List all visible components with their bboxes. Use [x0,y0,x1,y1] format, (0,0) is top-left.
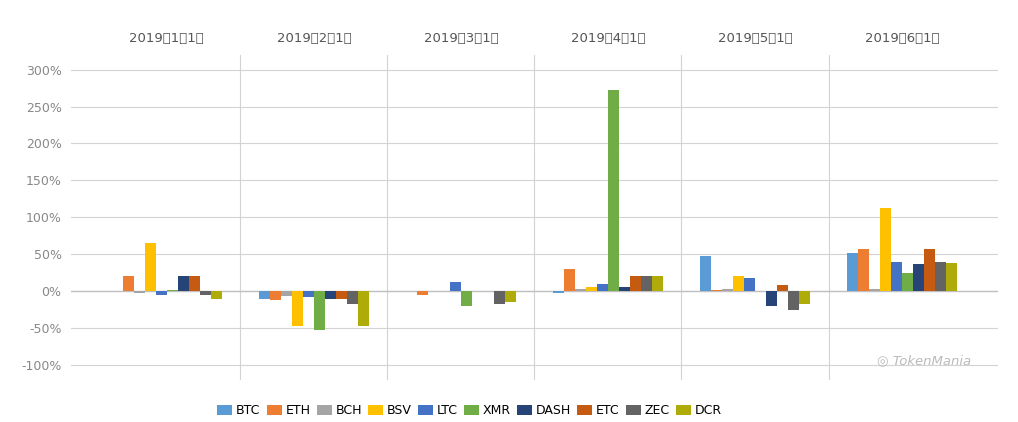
Bar [156,291,167,295]
Bar [292,291,302,326]
Bar [847,253,858,291]
Bar [553,291,564,293]
Bar [178,276,189,291]
Bar [133,291,145,293]
Bar [450,281,461,291]
Bar [211,291,222,299]
Bar [505,291,516,302]
Bar [145,243,156,291]
Bar [924,249,936,291]
Bar [336,291,347,299]
Bar [733,276,744,291]
Bar [189,276,200,291]
Bar [936,262,946,291]
Bar [891,262,902,291]
Bar [744,278,755,291]
Bar [325,291,336,299]
Bar [586,287,597,291]
Bar [608,89,619,291]
Bar [858,249,869,291]
Bar [597,284,608,291]
Bar [711,289,722,291]
Bar [630,276,641,291]
Bar [880,208,891,291]
Bar [788,291,799,310]
Bar [869,289,880,291]
Bar [946,263,957,291]
Bar [347,291,358,305]
Bar [575,289,586,291]
Bar [766,291,777,306]
Bar [200,291,211,295]
Bar [700,257,711,291]
Bar [619,287,630,291]
Bar [358,291,369,326]
Bar [653,276,663,291]
Bar [303,291,314,297]
Bar [494,291,505,305]
Text: ◎ TokenMania: ◎ TokenMania [878,354,971,367]
Legend: BTC, ETH, BCH, BSV, LTC, XMR, DASH, ETC, ZEC, DCR: BTC, ETH, BCH, BSV, LTC, XMR, DASH, ETC,… [212,399,727,422]
Bar [259,291,270,299]
Bar [123,276,133,291]
Bar [281,291,292,296]
Bar [416,291,428,295]
Bar [564,269,575,291]
Bar [722,289,733,291]
Bar [902,273,913,291]
Bar [461,291,472,306]
Bar [167,289,178,291]
Bar [314,291,325,330]
Bar [777,285,788,291]
Bar [641,276,653,291]
Bar [913,264,924,291]
Bar [799,291,810,305]
Bar [270,291,281,300]
